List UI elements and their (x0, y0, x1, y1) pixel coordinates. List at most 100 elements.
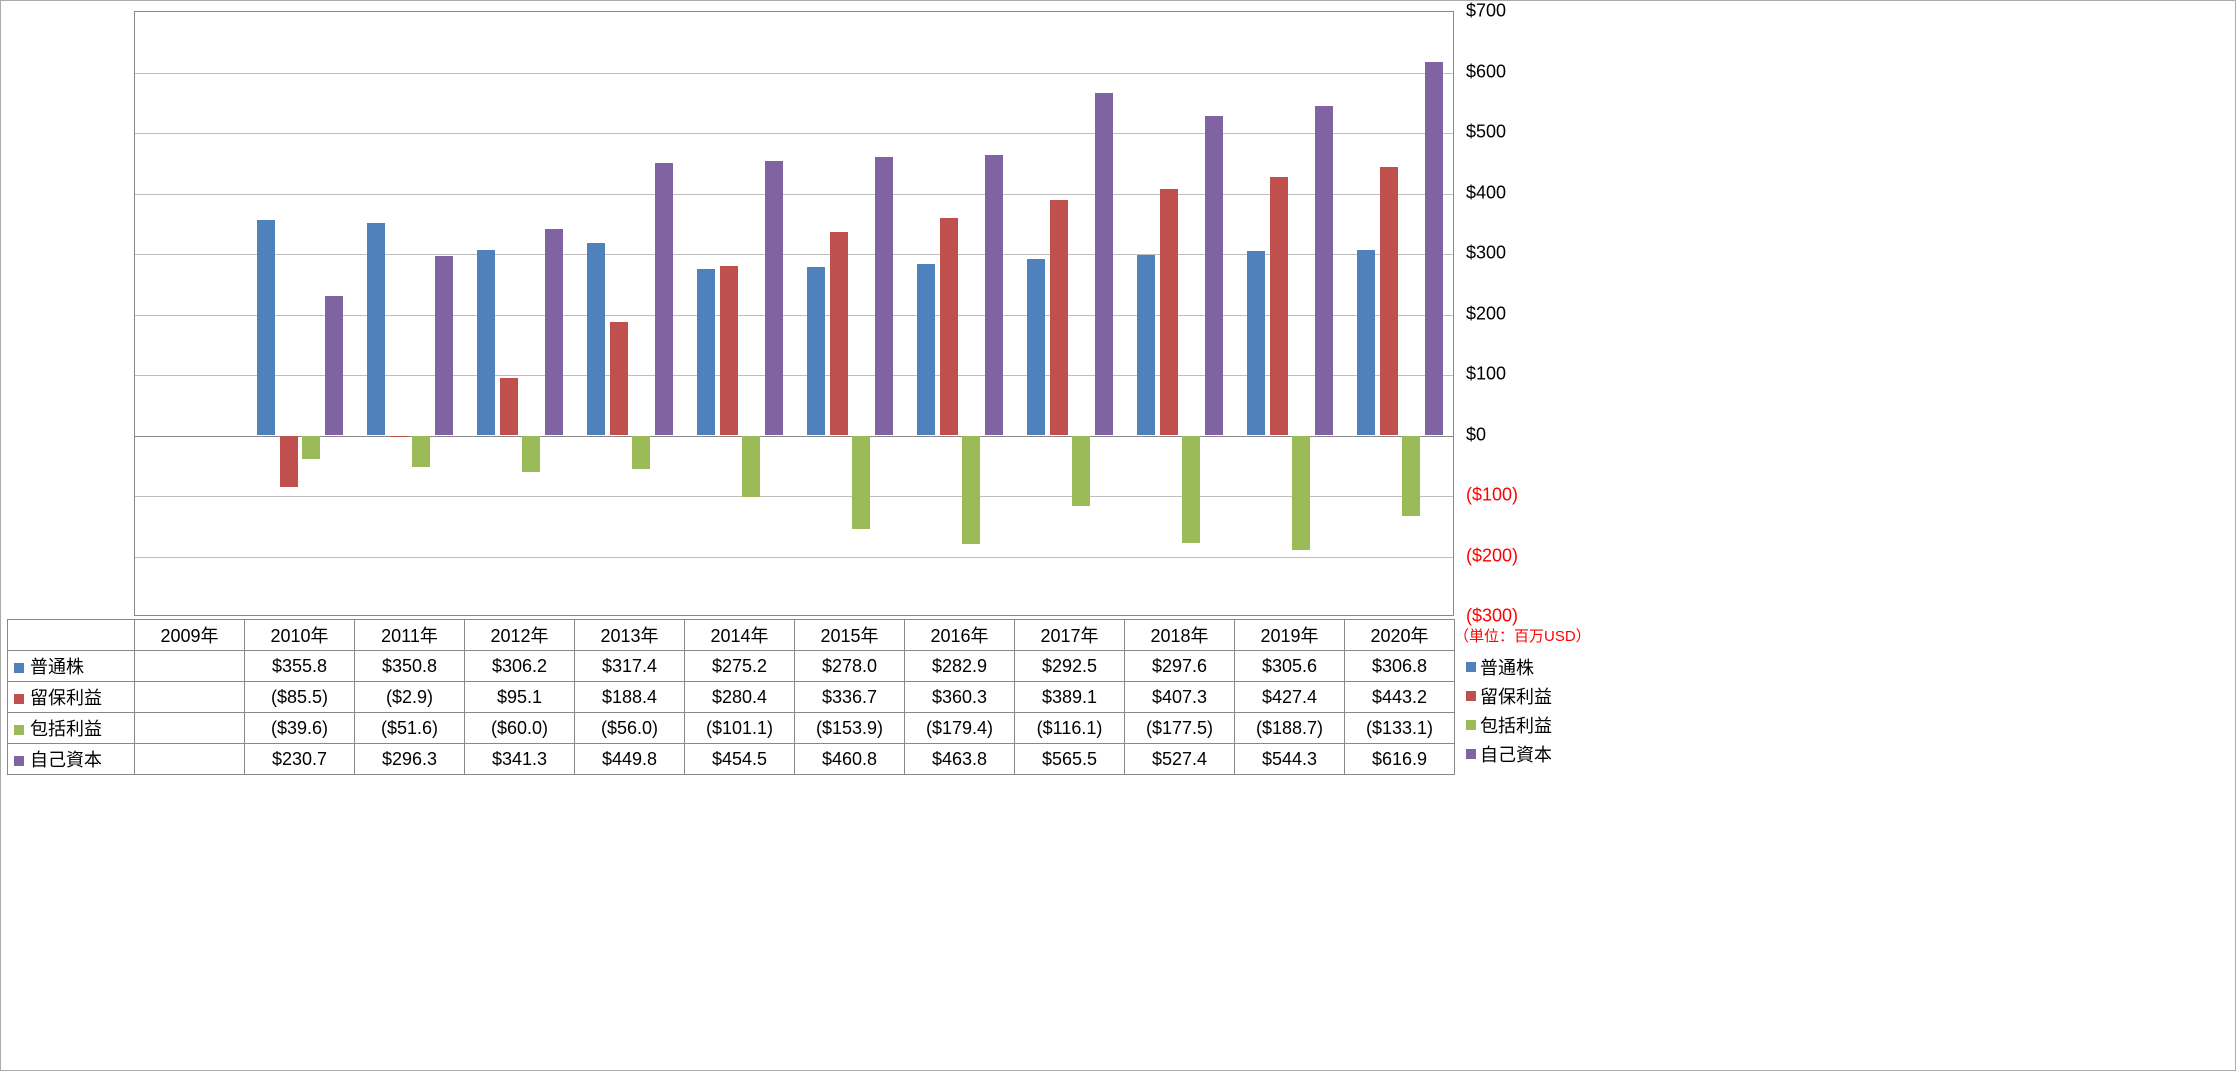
legend: 普通株留保利益包括利益自己資本 (1466, 653, 1552, 769)
bar-retained (280, 436, 298, 488)
row-label: 普通株 (30, 657, 84, 677)
table-cell: $544.3 (1235, 744, 1345, 775)
table-col-header: 2012年 (465, 620, 575, 651)
bar-common_stock (587, 243, 605, 435)
legend-label: 包括利益 (1480, 712, 1552, 738)
legend-item: 包括利益 (1466, 711, 1552, 738)
table-cell: $463.8 (905, 744, 1015, 775)
table-cell: $407.3 (1125, 682, 1235, 713)
table-cell: $275.2 (685, 651, 795, 682)
bar-retained (720, 266, 738, 436)
table-cell: $306.8 (1345, 651, 1455, 682)
bar-retained (390, 436, 408, 438)
legend-label: 普通株 (1480, 654, 1534, 680)
bar-common_stock (1247, 251, 1265, 436)
bar-comp_income (302, 436, 320, 460)
chart-plot-area (134, 11, 1454, 616)
table-col-header: 2009年 (135, 620, 245, 651)
bar-common_stock (257, 220, 275, 435)
table-cell: $355.8 (245, 651, 355, 682)
bar-common_stock (1027, 259, 1045, 436)
bar-common_stock (807, 267, 825, 435)
table-cell: $305.6 (1235, 651, 1345, 682)
y-tick-label: $500 (1466, 122, 1532, 143)
bar-common_stock (477, 250, 495, 435)
bar-equity (545, 229, 563, 435)
bar-equity (1425, 62, 1443, 435)
table-cell: $341.3 (465, 744, 575, 775)
table-cell: $95.1 (465, 682, 575, 713)
table-col-header: 2013年 (575, 620, 685, 651)
table-cell (135, 682, 245, 713)
bar-retained (1270, 177, 1288, 436)
table-cell: $565.5 (1015, 744, 1125, 775)
table-row: 普通株$355.8$350.8$306.2$317.4$275.2$278.0$… (8, 651, 1455, 682)
table-row: 自己資本$230.7$296.3$341.3$449.8$454.5$460.8… (8, 744, 1455, 775)
y-tick-label: $100 (1466, 364, 1532, 385)
table-cell: ($51.6) (355, 713, 465, 744)
table-cell (135, 651, 245, 682)
table-cell: ($179.4) (905, 713, 1015, 744)
table-cell: $336.7 (795, 682, 905, 713)
bar-common_stock (367, 223, 385, 435)
legend-item: 自己資本 (1466, 740, 1552, 767)
table-cell: $454.5 (685, 744, 795, 775)
table-col-header: 2018年 (1125, 620, 1235, 651)
table-cell: ($153.9) (795, 713, 905, 744)
table-cell: ($116.1) (1015, 713, 1125, 744)
bar-retained (1380, 167, 1398, 435)
table-cell: $296.3 (355, 744, 465, 775)
table-cell: ($133.1) (1345, 713, 1455, 744)
table-cell: ($60.0) (465, 713, 575, 744)
data-table: 2009年2010年2011年2012年2013年2014年2015年2016年… (7, 619, 1455, 775)
table-cell: $297.6 (1125, 651, 1235, 682)
table-row-header: 留保利益 (8, 682, 135, 713)
table-cell: ($56.0) (575, 713, 685, 744)
table-cell: $427.4 (1235, 682, 1345, 713)
row-swatch (14, 663, 24, 673)
bar-equity (765, 161, 783, 436)
bar-retained (940, 218, 958, 436)
table-col-header: 2017年 (1015, 620, 1125, 651)
bar-equity (325, 296, 343, 436)
table-cell: $306.2 (465, 651, 575, 682)
y-tick-label: $600 (1466, 61, 1532, 82)
bar-comp_income (1292, 436, 1310, 550)
y-tick-label: $700 (1466, 1, 1532, 22)
bar-equity (1095, 93, 1113, 435)
legend-swatch (1466, 749, 1476, 759)
unit-label: （単位：百万USD） (1454, 625, 1591, 646)
table-cell: $280.4 (685, 682, 795, 713)
gridline (135, 194, 1453, 195)
bar-equity (1205, 116, 1223, 435)
table-col-header: 2014年 (685, 620, 795, 651)
gridline (135, 133, 1453, 134)
bar-comp_income (742, 436, 760, 497)
bar-retained (610, 322, 628, 436)
legend-label: 自己資本 (1480, 741, 1552, 767)
table-col-header: 2015年 (795, 620, 905, 651)
table-row-header: 包括利益 (8, 713, 135, 744)
bar-common_stock (1357, 250, 1375, 436)
row-label: 自己資本 (30, 750, 102, 770)
y-tick-label: ($300) (1466, 606, 1532, 627)
legend-swatch (1466, 720, 1476, 730)
table-row: 留保利益($85.5)($2.9)$95.1$188.4$280.4$336.7… (8, 682, 1455, 713)
legend-item: 普通株 (1466, 653, 1552, 680)
table-cell: $443.2 (1345, 682, 1455, 713)
bar-retained (830, 232, 848, 436)
table-cell: ($85.5) (245, 682, 355, 713)
table-cell: $360.3 (905, 682, 1015, 713)
table-cell: ($177.5) (1125, 713, 1235, 744)
legend-swatch (1466, 691, 1476, 701)
row-label: 包括利益 (30, 719, 102, 739)
table-col-header: 2010年 (245, 620, 355, 651)
bar-equity (875, 157, 893, 436)
bar-retained (1160, 189, 1178, 435)
table-col-header: 2020年 (1345, 620, 1455, 651)
table-cell: $350.8 (355, 651, 465, 682)
y-tick-label: ($100) (1466, 485, 1532, 506)
table-cell: ($101.1) (685, 713, 795, 744)
bar-equity (985, 155, 1003, 436)
table-corner (8, 620, 135, 651)
